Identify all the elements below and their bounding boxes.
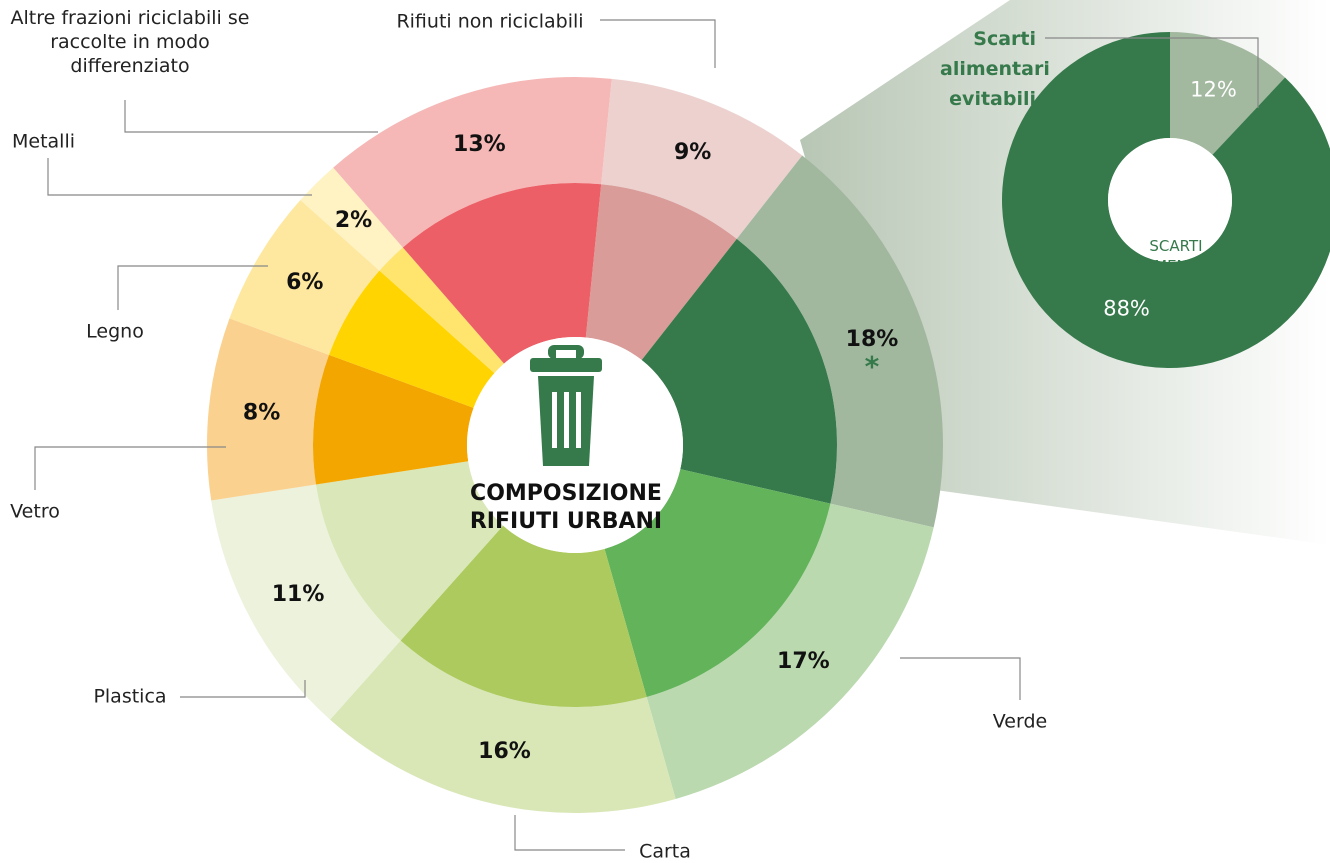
segment bbox=[1170, 32, 1286, 155]
value-label: 88% bbox=[1103, 297, 1150, 321]
segment bbox=[379, 247, 505, 374]
value-label: 9% bbox=[674, 140, 711, 165]
category-label: Verde bbox=[993, 711, 1047, 733]
segment bbox=[400, 525, 647, 707]
inset-category-label: Scarti alimentari evitabili bbox=[940, 28, 1050, 110]
outer-segment bbox=[736, 155, 943, 528]
outer-segment bbox=[333, 77, 612, 248]
segment bbox=[315, 461, 504, 641]
value-label: 8% bbox=[243, 401, 280, 426]
leader-line bbox=[47, 158, 312, 196]
category-label: Legno bbox=[86, 321, 144, 343]
value-label: 13% bbox=[453, 132, 506, 157]
trash-icon bbox=[530, 345, 602, 466]
leader-line bbox=[34, 446, 226, 490]
segment bbox=[641, 238, 837, 504]
category-label: Carta bbox=[639, 841, 691, 863]
segment bbox=[1002, 32, 1330, 368]
outer-segment bbox=[207, 318, 330, 501]
value-label: 16% bbox=[478, 739, 531, 764]
outer-segment bbox=[330, 640, 676, 813]
center-circle bbox=[1108, 138, 1232, 262]
leader-line bbox=[900, 657, 1021, 700]
inset-title: SCARTI ALIMENTARI bbox=[1131, 237, 1221, 275]
leader-line bbox=[600, 19, 716, 68]
category-label: Rifiuti non riciclabili bbox=[396, 11, 583, 33]
segment bbox=[585, 184, 737, 361]
value-label: 17% bbox=[777, 649, 830, 674]
category-label: Altre frazioni riciclabili se raccolte i… bbox=[10, 7, 250, 77]
leader-line bbox=[1045, 37, 1259, 108]
value-label: 11% bbox=[272, 582, 325, 607]
value-label: 2% bbox=[335, 208, 372, 233]
outer-segment bbox=[300, 167, 403, 271]
outer-segment bbox=[211, 484, 401, 720]
value-label: 18% bbox=[846, 327, 899, 352]
outer-segment bbox=[646, 503, 934, 799]
outer-segment bbox=[229, 200, 380, 355]
segment bbox=[313, 354, 474, 485]
segment bbox=[604, 469, 831, 698]
leader-line bbox=[117, 265, 268, 310]
segment bbox=[402, 183, 602, 364]
outer-segment bbox=[601, 78, 803, 239]
value-note: * bbox=[865, 350, 880, 383]
leader-line bbox=[124, 100, 378, 133]
category-label: Metalli bbox=[12, 131, 75, 153]
leader-line bbox=[180, 680, 306, 698]
segment bbox=[329, 270, 495, 408]
category-label: Vetro bbox=[10, 501, 60, 523]
category-label: Plastica bbox=[93, 686, 166, 708]
leader-line bbox=[514, 815, 625, 851]
value-label: 6% bbox=[286, 270, 323, 295]
value-label: 12% bbox=[1190, 77, 1237, 101]
main-title: COMPOSIZIONE RIFIUTI URBANI bbox=[469, 481, 663, 534]
